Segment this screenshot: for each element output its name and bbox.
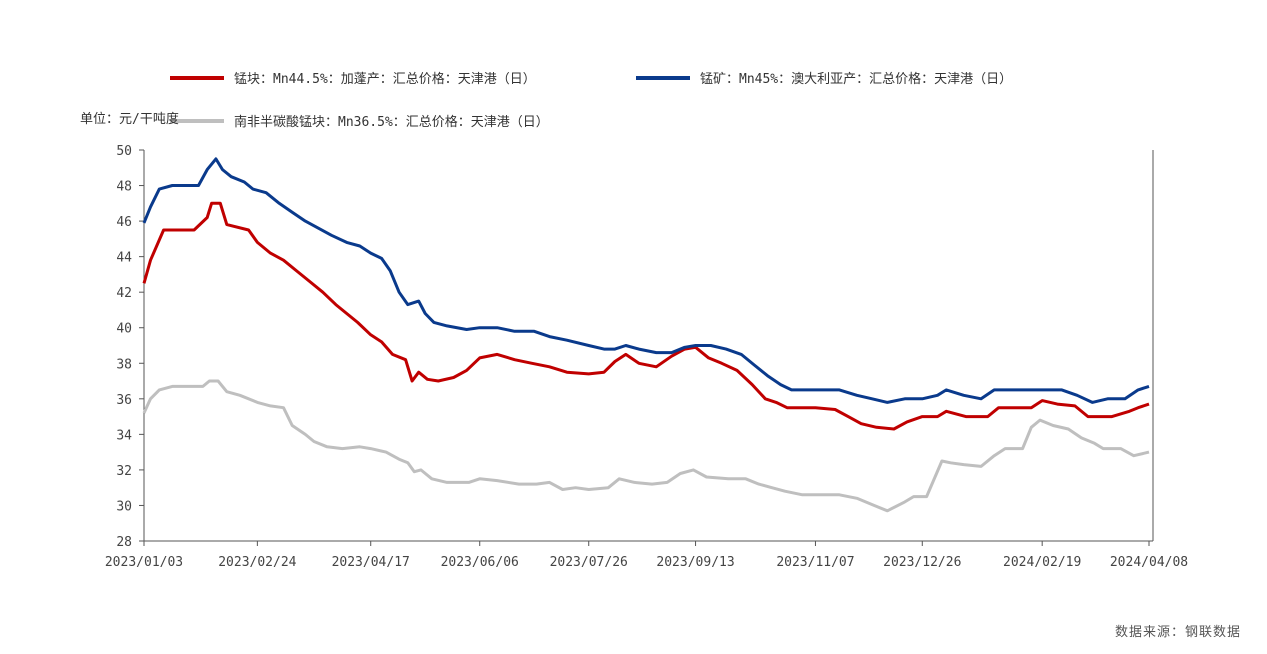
y-tick-label: 38 (116, 357, 132, 372)
x-tick-label: 2023/01/03 (105, 555, 183, 570)
source-note: 数据来源：钢联数据 (1114, 625, 1241, 640)
x-tick-label: 2024/04/08 (1110, 555, 1188, 570)
y-tick-label: 50 (116, 144, 132, 159)
x-tick-label: 2023/04/17 (332, 555, 410, 570)
x-tick-label: 2023/07/26 (550, 555, 628, 570)
y-tick-label: 32 (116, 464, 132, 479)
y-tick-label: 44 (116, 251, 132, 266)
y-tick-label: 40 (116, 322, 132, 337)
y-tick-label: 28 (116, 535, 132, 550)
series-group (142, 157, 1150, 513)
x-tick-label: 2023/09/13 (656, 555, 734, 570)
x-axis: 2023/01/03 2023/02/24 2023/04/17 2023/06/06… (105, 540, 1188, 570)
y-tick-label: 36 (116, 393, 132, 408)
series-line-1 (142, 201, 1150, 431)
x-tick-label: 2023/02/24 (218, 555, 296, 570)
y-axis: 28 30 32 34 36 38 40 42 44 46 48 50 (116, 144, 1154, 550)
x-tick-label: 2023/11/07 (776, 555, 854, 570)
legend-label-2: 锰矿：Mn45%：澳大利亚产：汇总价格：天津港（日） (700, 71, 1012, 87)
y-tick-label: 34 (116, 428, 132, 443)
y-tick-label: 30 (116, 499, 132, 514)
unit-label: 单位：元/干吨度 (80, 111, 179, 127)
y-tick-label: 46 (116, 215, 132, 230)
x-tick-label: 2024/02/19 (1003, 555, 1081, 570)
series-line-2 (142, 157, 1150, 404)
y-tick-label: 42 (116, 286, 132, 301)
legend-label-3: 南非半碳酸锰块：Mn36.5%：汇总价格：天津港（日） (234, 114, 549, 130)
x-tick-label: 2023/06/06 (441, 555, 519, 570)
y-tick-label: 48 (116, 180, 132, 195)
series-line-3 (142, 379, 1150, 513)
legend: 锰块：Mn44.5%：加蓬产：汇总价格：天津港（日） 锰矿：Mn45%：澳大利亚产… (170, 71, 1012, 130)
legend-label-1: 锰块：Mn44.5%：加蓬产：汇总价格：天津港（日） (234, 71, 536, 87)
x-tick-label: 2023/12/26 (883, 555, 961, 570)
